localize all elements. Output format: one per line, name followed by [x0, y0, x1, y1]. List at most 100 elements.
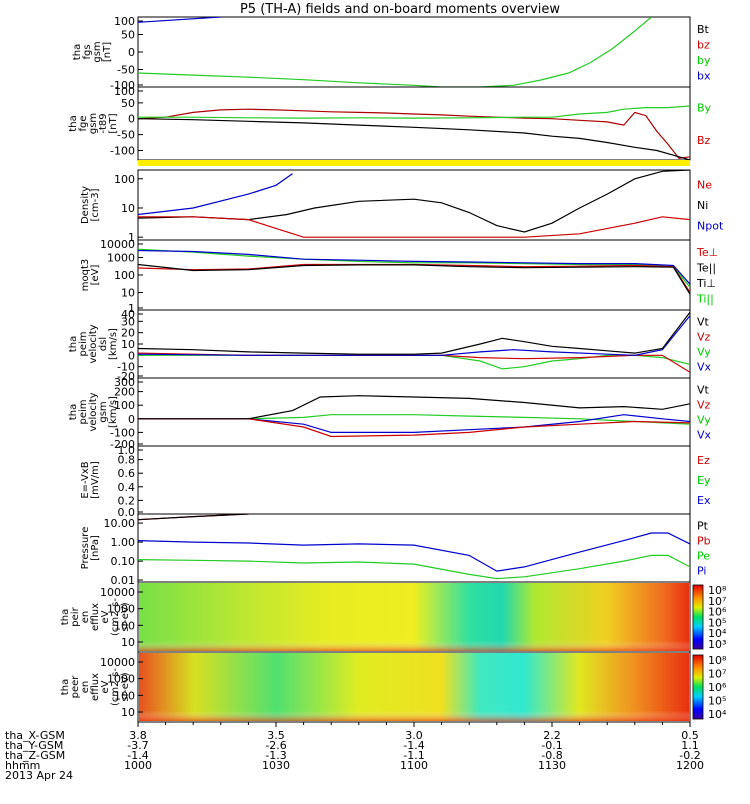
x-axis-value: 1000	[124, 759, 152, 772]
y-tick-label: 10	[121, 287, 135, 300]
y-tick-label: 100	[114, 85, 135, 98]
y-tick-label: 100	[114, 15, 135, 28]
colorbar-tick-label: 10⁸	[708, 654, 727, 667]
legend-entry: Pt	[697, 520, 709, 533]
x-axis-value: 1100	[400, 759, 428, 772]
legend-entry: Te⊥	[696, 246, 718, 259]
y-axis-label: tha peim velocity gsm [km/s]	[68, 392, 119, 431]
y-axis-label: tha peim velocity dsl [km/s]	[68, 324, 119, 363]
x-axis-value: -2.6	[265, 739, 286, 752]
y-tick-label: 0.01	[111, 574, 136, 587]
y-tick-label: -100	[110, 426, 135, 439]
y-tick-label: 1.00	[111, 536, 136, 549]
y-axis-label: tha fge gsm -t89 [nT]	[68, 113, 119, 134]
y-axis-label-line: sr-eV)	[120, 672, 131, 701]
y-tick-label: 1000	[107, 603, 135, 616]
colorbar-tick-label: 10⁴	[708, 708, 727, 721]
y-axis-label-line: gsm	[88, 113, 99, 134]
y-tick-label: -10	[117, 361, 135, 374]
y-tick-label: 10	[121, 338, 135, 351]
y-tick-label: -100	[110, 144, 135, 157]
y-axis-label: Density [cm-3]	[80, 186, 101, 224]
y-axis-label: Pressure [nPa]	[80, 527, 101, 570]
y-axis-label: tha fgs gsm [nT]	[72, 41, 113, 62]
series-line-Ti||	[138, 248, 690, 288]
legend-entry: Pb	[697, 535, 711, 548]
panel-frame	[137, 513, 691, 583]
y-axis-label: E=-VxB [mV/m]	[80, 461, 101, 499]
y-tick-label: 50	[121, 29, 135, 42]
y-axis-label-line: peir	[70, 606, 81, 626]
series-line-Vy	[138, 354, 690, 370]
series-line-Vt	[138, 395, 690, 420]
x-axis-row-label: tha_X-GSM	[5, 729, 65, 742]
yellow-indicator-bar	[138, 160, 690, 166]
y-tick-label: 10	[121, 202, 135, 215]
legend-entry: Te||	[696, 261, 716, 274]
y-axis-label-line: tha	[60, 679, 71, 695]
colorbar-tick-label: 10⁸	[708, 584, 727, 597]
series-line-Te⊥	[138, 263, 690, 293]
y-axis-label-line: velocity	[88, 392, 99, 431]
spectrogram-shade	[139, 653, 689, 721]
y-tick-label: 100	[114, 173, 135, 186]
y-axis-label: tha peer en efflux eV (cm2-s-sr-eV)	[60, 668, 131, 706]
x-axis-value: 1200	[676, 759, 704, 772]
legend-entry: Vx	[697, 429, 712, 442]
y-tick-label: 0.6	[118, 467, 136, 480]
y-axis-label-line: eV	[100, 610, 111, 623]
colorbar-tick-label: 10⁵	[708, 616, 726, 629]
y-axis-label-line: [mV/m]	[90, 461, 101, 499]
x-axis-value: 2.2	[543, 729, 561, 742]
y-axis-label-line: moqt3	[80, 259, 91, 292]
y-tick-label: 0	[128, 46, 135, 59]
x-axis-value: -3.7	[127, 739, 148, 752]
y-tick-label: 1.0	[118, 444, 136, 457]
y-axis-label-line: tha	[60, 609, 71, 625]
y-tick-label: 0.10	[111, 555, 136, 568]
y-axis-label-line: [nT]	[102, 42, 113, 62]
colorbar-tick-label: 10⁴	[708, 627, 727, 640]
y-axis-label-line: tha	[68, 115, 79, 131]
y-tick-label: 10000	[100, 238, 135, 251]
x-axis-value: -0.2	[679, 749, 700, 762]
x-axis-value: 3.0	[405, 729, 423, 742]
y-axis-label-line: [eV]	[90, 265, 101, 286]
time-axis-group: tha_X-GSM 3.8 3.5 3.0 2.2 0.5 tha_Y-GSM -3.7 -2.…	[5, 722, 704, 782]
colorbar-tick-label: 10³	[708, 638, 726, 651]
legend-entry: Vy	[697, 346, 711, 359]
spectrogram-shade	[139, 583, 689, 651]
x-axis-value: 1030	[262, 759, 290, 772]
y-tick-label: 100	[114, 399, 135, 412]
y-tick-label: 20	[121, 327, 135, 340]
y-axis-label-line: efflux	[90, 673, 101, 701]
y-tick-label: 100	[114, 689, 135, 702]
y-tick-label: 0	[128, 113, 135, 126]
panel-3: 100 10 1 Density [cm-3] Ne Ni Npot	[80, 169, 724, 244]
x-axis-value: -1.1	[403, 749, 424, 762]
series-line-Pt	[138, 514, 249, 521]
colorbar-tick-label: 10⁵	[708, 695, 726, 708]
y-tick-label: 300	[114, 376, 135, 389]
legend-entry: Ni	[697, 199, 708, 212]
colorbar-tick-label: 10⁷	[708, 595, 726, 608]
series-line-Te||	[138, 263, 690, 295]
y-tick-label: 0	[128, 413, 135, 426]
panel-frame	[137, 86, 691, 161]
y-tick-label: 200	[114, 386, 135, 399]
y-tick-label: 1	[128, 231, 135, 244]
legend-entry: Pi	[697, 565, 706, 578]
legend-entry: bx	[697, 69, 711, 82]
y-axis-label-line: (cm2-s-	[110, 598, 121, 636]
legend-entry: Ti⊥	[696, 277, 716, 290]
colorbar-tick-label: 10⁷	[708, 668, 726, 681]
y-tick-label: 10	[121, 706, 135, 719]
panel-frame	[137, 169, 691, 241]
y-tick-label: 0.0	[118, 506, 136, 519]
series-line-Vz	[138, 418, 690, 438]
y-axis-label-line: tha	[72, 44, 83, 60]
